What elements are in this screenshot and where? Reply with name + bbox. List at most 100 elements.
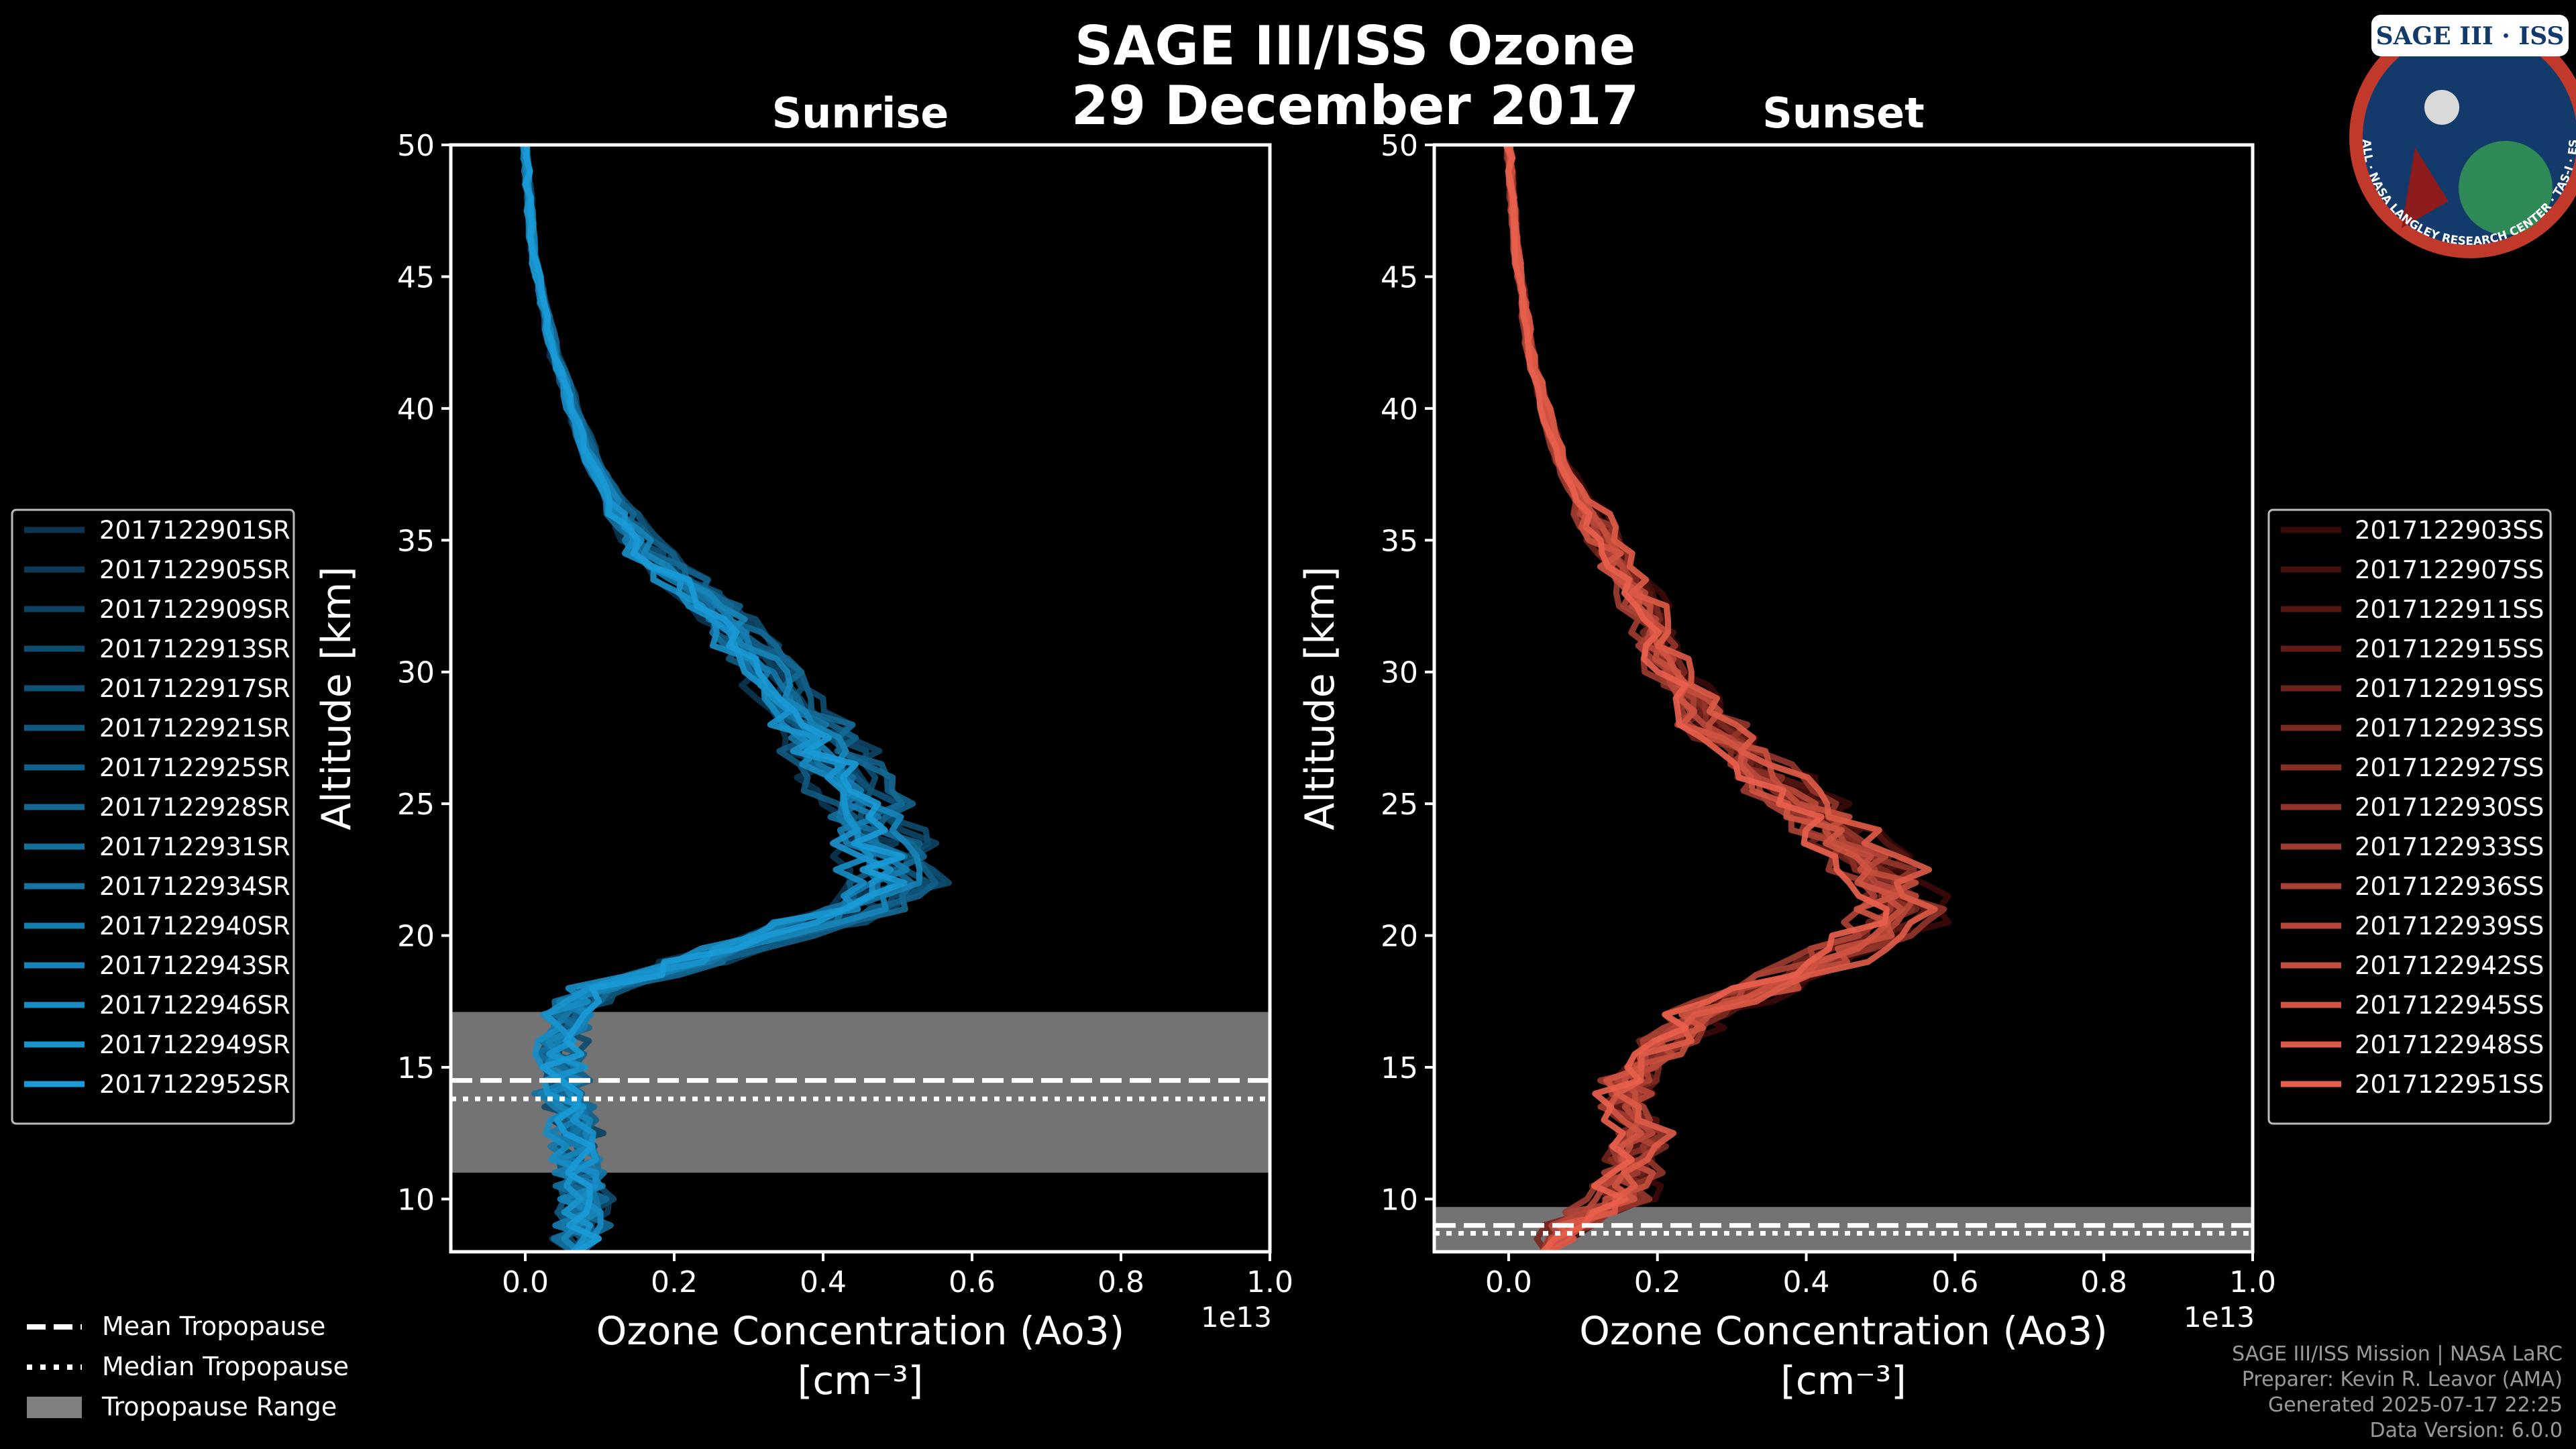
legend-frame [11,508,295,1125]
logo-title: SAGE III · ISS [2376,22,2565,50]
legend-label-2017122949SR: 2017122949SR [99,1030,290,1059]
series-line-2017122951SS [1503,145,1890,1252]
legend-label-2017122901SR: 2017122901SR [99,516,290,545]
legend-label-2017122931SR: 2017122931SR [99,833,290,861]
x-tick-label: 0.2 [651,1265,698,1299]
footer-info: SAGE III/ISS Mission | NASA LaRC Prepare… [2232,1342,2563,1444]
y-tick-label: 10 [1381,1183,1418,1217]
sunrise-panel: 0.0 0.2 0.4 0.6 0.8 1.0 10 15 20 25 30 35 40 45 50 1e13… [313,89,1293,1403]
series-lines [1503,145,1951,1252]
y-tick-label: 25 [397,788,435,822]
x-tick-label: 0.0 [1485,1265,1532,1299]
y-tick-label: 15 [1381,1051,1418,1085]
x-tick-label: 0.4 [800,1265,847,1299]
x-tick-label: 0.4 [1783,1265,1830,1299]
y-tick-label: 30 [397,656,435,690]
x-axis-multiplier: 1e13 [1201,1301,1272,1334]
x-axis-label: Ozone Concentration (Ao3) [1579,1308,2108,1354]
legend-label-2017122952SR: 2017122952SR [99,1070,290,1099]
legend-label-2017122928SR: 2017122928SR [99,793,290,822]
series-line-2017122930SS [1505,145,1947,1252]
x-axis-label: Ozone Concentration (Ao3) [596,1308,1125,1354]
x-tick-label: 1.0 [1246,1265,1293,1299]
y-tick-label: 50 [397,129,435,163]
legend-label-2017122943SR: 2017122943SR [99,951,290,980]
y-tick-label: 45 [397,260,435,294]
logo-moon [2424,90,2459,125]
logo-title-plate [2371,15,2569,56]
tropopause-legend: Mean Tropopause Median Tropopause Tropop… [27,1311,349,1421]
subplot-title: Sunset [1762,89,1925,138]
y-tick-label: 45 [1381,260,1418,294]
legend-label-2017122939SS: 2017122939SS [2355,912,2544,941]
legend-label-2017122921SR: 2017122921SR [99,714,290,743]
series-line-2017122952SR [522,145,908,1252]
series-line-2017122948SS [1505,145,1938,1252]
legend-label-2017122923SS: 2017122923SS [2355,714,2544,743]
legend-label-2017122905SR: 2017122905SR [99,555,290,584]
x-axis-multiplier: 1e13 [2184,1301,2255,1334]
legend-label-2017122948SS: 2017122948SS [2355,1030,2544,1059]
legend-label-2017122930SS: 2017122930SS [2355,793,2544,822]
sage-logo: SAGE III · ISS [2349,15,2576,258]
legend-label-2017122945SS: 2017122945SS [2355,991,2544,1020]
y-tick-label: 40 [1381,392,1418,427]
tropopause-range-label: Tropopause Range [101,1392,337,1421]
y-tick-label: 35 [397,524,435,558]
y-tick-label: 10 [397,1183,435,1217]
legend-label-2017122936SS: 2017122936SS [2355,872,2544,901]
x-tick-label: 0.2 [1634,1265,1681,1299]
subplot-title: Sunrise [772,89,949,138]
legend-label-2017122909SR: 2017122909SR [99,595,290,624]
x-tick-label: 0.6 [1931,1265,1978,1299]
footer-line-1: SAGE III/ISS Mission | NASA LaRC [2232,1342,2563,1366]
tropopause-range-swatch [27,1397,82,1418]
title-line-1: SAGE III/ISS Ozone [1074,15,1636,77]
y-tick-label: 30 [1381,656,1418,690]
legend-frame [2267,508,2552,1125]
y-tick-label: 20 [1381,920,1418,954]
page-title: SAGE III/ISS Ozone 29 December 2017 [0,15,2576,137]
y-tick-label: 20 [397,920,435,954]
series-line-2017122936SS [1504,145,1878,1252]
footer-line-2: Preparer: Kevin R. Leavor (AMA) [2241,1368,2563,1391]
y-tick-label: 35 [1381,524,1418,558]
legend-label-2017122915SS: 2017122915SS [2355,635,2544,663]
sunrise-legend: 2017122901SR 2017122905SR 2017122909SR 2017… [11,508,295,1125]
y-tick-label: 25 [1381,788,1418,822]
x-tick-label: 1.0 [2229,1265,2276,1299]
legend-label-2017122913SR: 2017122913SR [99,635,290,663]
logo-figure [2402,148,2449,228]
y-axis-label: Altitude [km] [1297,566,1344,830]
legend-label-2017122927SS: 2017122927SS [2355,753,2544,782]
y-tick-label: 15 [397,1051,435,1085]
logo-earth [2459,141,2553,235]
legend-label-2017122903SS: 2017122903SS [2355,516,2544,545]
plot-frame [449,143,1272,1254]
legend-label-2017122907SS: 2017122907SS [2355,555,2544,584]
legend-label-2017122917SR: 2017122917SR [99,674,290,703]
series-lines [519,145,952,1252]
mean-tropopause-label: Mean Tropopause [102,1311,325,1341]
legend-label-2017122934SR: 2017122934SR [99,872,290,901]
legend-label-2017122940SR: 2017122940SR [99,912,290,941]
legend-label-2017122911SS: 2017122911SS [2355,595,2544,624]
y-axis-label: Altitude [km] [313,566,360,830]
sunset-panel: 0.0 0.2 0.4 0.6 0.8 1.0 10 15 20 25 30 35 40 45 50 1e13… [1297,89,2276,1403]
x-tick-label: 0.6 [949,1265,996,1299]
legend-label-2017122925SR: 2017122925SR [99,753,290,782]
legend-label-2017122951SS: 2017122951SS [2355,1070,2544,1099]
title-line-2: 29 December 2017 [1071,74,1640,137]
y-tick-label: 50 [1381,129,1418,163]
x-axis-unit: [cm⁻³] [798,1358,924,1403]
plot-frame [1432,143,2255,1254]
x-tick-label: 0.8 [2080,1265,2127,1299]
legend-label-2017122942SS: 2017122942SS [2355,951,2544,980]
series-line-2017122903SS [1504,145,1951,1252]
legend-label-2017122933SS: 2017122933SS [2355,833,2544,861]
legend-label-2017122946SR: 2017122946SR [99,991,290,1020]
legend-label-2017122919SS: 2017122919SS [2355,674,2544,703]
y-tick-label: 40 [397,392,435,427]
median-tropopause-label: Median Tropopause [102,1352,349,1381]
x-axis-unit: [cm⁻³] [1780,1358,1907,1403]
